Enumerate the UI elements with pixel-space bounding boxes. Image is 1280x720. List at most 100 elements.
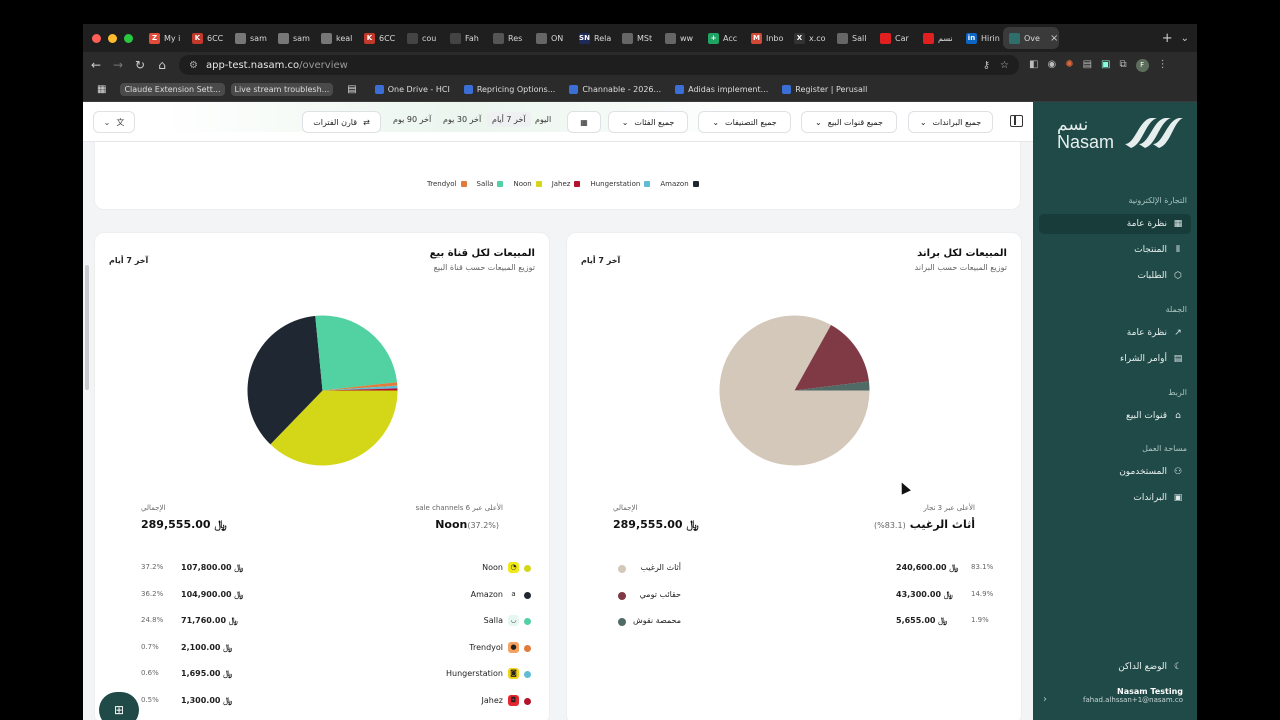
bookmark-item[interactable]: Claude Extension Sett...	[120, 83, 225, 96]
close-window-button[interactable]	[92, 33, 101, 43]
brands-filter[interactable]: جميع البراندات ⌄	[908, 111, 993, 133]
forward-icon[interactable]: →	[112, 58, 124, 72]
puzzle-icon[interactable]: ⧉	[1119, 58, 1127, 70]
address-bar[interactable]: ⚙ app-test.nasam.co/overview ⚷ ☆	[179, 55, 1019, 75]
key-icon[interactable]: ⚷	[982, 59, 991, 71]
browser-tab[interactable]: Sall	[831, 27, 874, 49]
extension-icon[interactable]: ◧	[1029, 58, 1039, 70]
range-7-days[interactable]: آخر 7 أيام	[487, 112, 531, 127]
extension-icon[interactable]: ▤	[1082, 58, 1093, 70]
sidebar-item[interactable]: ▤ أوامر الشراء	[1039, 349, 1191, 369]
sidebar-toggle-icon[interactable]	[1010, 115, 1023, 127]
sidebar-item[interactable]: ▣ البراندات	[1039, 488, 1191, 508]
browser-tab[interactable]: Fah	[444, 27, 487, 49]
minimize-window-button[interactable]	[108, 33, 117, 43]
bookmark-favicon-icon	[782, 85, 792, 94]
card-range: آخر 7 أيام	[109, 256, 149, 265]
browser-tab[interactable]: keal	[315, 27, 358, 49]
range-today[interactable]: اليوم	[535, 115, 552, 124]
pie-slice-4[interactable]	[322, 385, 398, 391]
top-pct: (83.1%)	[874, 521, 906, 530]
reload-icon[interactable]: ↻	[134, 58, 146, 72]
bookmark-item[interactable]: Register | Perusall	[778, 83, 871, 96]
tab-menu-chevron-icon[interactable]: ⌄	[1180, 32, 1189, 44]
extension-icon[interactable]: ✺	[1065, 58, 1074, 70]
sidebar-item[interactable]: ▦ نظرة عامة	[1039, 214, 1191, 234]
bookmark-folder-icon[interactable]: ▤	[347, 84, 357, 95]
legend-label: Hungerstation	[590, 180, 641, 188]
close-tab-icon[interactable]: ×	[1049, 32, 1059, 44]
back-icon[interactable]: ←	[90, 58, 102, 72]
site-info-icon[interactable]: ⚙	[189, 59, 198, 71]
menu-kebab-icon[interactable]: ⋮	[1157, 58, 1168, 70]
range-30-days[interactable]: آخر 30 يوم	[443, 115, 482, 124]
range-90-days[interactable]: آخر 90 يوم	[393, 115, 432, 124]
pie-slice-0[interactable]	[270, 390, 398, 466]
profile-avatar[interactable]: F	[1135, 58, 1149, 72]
bookmark-favicon-icon	[675, 85, 685, 94]
extension-icon[interactable]: ▣	[1101, 58, 1111, 70]
browser-tab[interactable]: نسم	[917, 27, 960, 49]
feedback-button[interactable]: ⊞	[99, 692, 139, 720]
browser-tab[interactable]: Car	[874, 27, 917, 49]
bookmark-item[interactable]: Adidas implement...	[671, 83, 772, 96]
bookmark-item[interactable]: Repricing Options...	[460, 83, 560, 96]
browser-tab[interactable]: K 6CC	[186, 27, 229, 49]
sidebar-item[interactable]: ⚇ المستخدمون	[1039, 462, 1191, 482]
browser-tab[interactable]: MSt	[616, 27, 659, 49]
language-button[interactable]: ⌄ 文	[93, 111, 135, 133]
browser-tab[interactable]: cou	[401, 27, 444, 49]
browser-tab[interactable]: + Acc	[702, 27, 745, 49]
page-scrollbar[interactable]	[85, 265, 89, 390]
pie-slice-3[interactable]	[322, 382, 398, 391]
pie-slice-1[interactable]	[794, 324, 869, 391]
home-icon[interactable]: ⌂	[158, 58, 166, 72]
user-profile[interactable]: Nasam Testing fahad.alhssan+1@nasam.co	[1083, 687, 1183, 704]
categories-filter[interactable]: جميع الفئات ⌄	[608, 111, 688, 133]
sidebar-item[interactable]: ⬡ الطلبات	[1039, 266, 1191, 286]
dark-mode-toggle[interactable]: ☾ الوضع الداكن	[1039, 657, 1191, 677]
top-channel: Noon(37.2%)	[435, 518, 503, 531]
browser-tab[interactable]: ww	[659, 27, 702, 49]
compare-periods-button[interactable]: ⇄ قارن الفترات	[302, 111, 381, 133]
legend-swatch	[460, 181, 467, 187]
collapse-sidebar-icon[interactable]: ‹	[1043, 694, 1047, 705]
apps-grid-icon[interactable]: ▦	[97, 84, 107, 95]
extension-icon[interactable]: ◉	[1047, 58, 1057, 70]
user-name: Nasam Testing	[1117, 687, 1183, 696]
pie-slice-2[interactable]	[794, 381, 870, 391]
pie-slice-2[interactable]	[315, 315, 398, 391]
browser-tab[interactable]: Z My i	[143, 27, 186, 49]
sidebar-item[interactable]: ⌂ قنوات البيع	[1039, 406, 1191, 426]
zoom-window-button[interactable]	[124, 33, 133, 43]
browser-tab[interactable]: Res	[487, 27, 530, 49]
bookmark-item[interactable]: Live stream troublesh...	[230, 83, 334, 96]
pie-slice-5[interactable]	[322, 388, 398, 391]
tab-label: Rela	[594, 33, 612, 43]
browser-tab[interactable]: K 6CC	[358, 27, 401, 49]
browser-tab[interactable]: sam	[272, 27, 315, 49]
row-amount-value: 1,300.00	[181, 695, 221, 705]
sidebar-item[interactable]: ⦀ المنتجات	[1039, 240, 1191, 260]
pie-slice-1[interactable]	[247, 315, 323, 445]
bookmark-star-icon[interactable]: ☆	[1000, 59, 1009, 71]
sidebar-item[interactable]: ↗ نظرة عامة	[1039, 323, 1191, 343]
total-label: الإجمالي	[613, 504, 638, 512]
new-tab-button[interactable]: +	[1161, 30, 1173, 46]
browser-tab[interactable]: SN Rela	[573, 27, 616, 49]
classifications-filter[interactable]: جميع التصنيفات ⌄	[698, 111, 791, 133]
bookmark-item[interactable]: One Drive - HCI	[371, 83, 454, 96]
tab-favicon-icon	[622, 32, 633, 44]
row-amount: ﷼ 104,900.00	[181, 590, 243, 600]
calendar-button[interactable]: ▦	[567, 111, 601, 133]
browser-tab[interactable]: ON	[530, 27, 573, 49]
browser-tab[interactable]: Ove ×	[1003, 27, 1059, 49]
bookmark-favicon-icon	[374, 85, 384, 94]
channels-filter[interactable]: جميع قنوات البيع ⌄	[801, 111, 897, 133]
tab-label: ON	[551, 33, 564, 43]
browser-tab[interactable]: M Inbo	[745, 27, 788, 49]
browser-tab[interactable]: in Hirin	[960, 27, 1003, 49]
browser-tab[interactable]: sam	[229, 27, 272, 49]
bookmark-item[interactable]: Channable - 2026...	[565, 83, 665, 96]
